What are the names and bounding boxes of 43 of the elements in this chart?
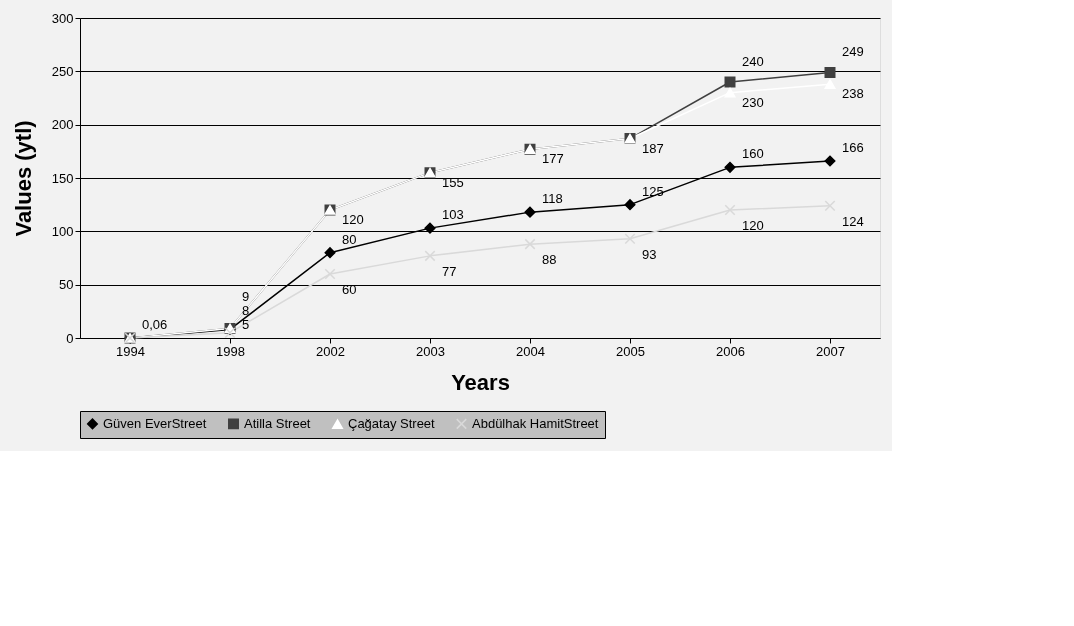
legend-label: Çağatay Street (348, 416, 436, 432)
data-label: 5 (242, 317, 250, 332)
legend-label: Güven EverStreet (103, 415, 207, 431)
x-tick-label: 2006 (716, 343, 745, 359)
data-label: 0,06 (142, 316, 168, 332)
y-tick-label: 0 (66, 330, 74, 346)
data-label: 77 (442, 263, 457, 279)
data-label: 124 (842, 213, 864, 229)
data-label: 88 (542, 252, 557, 268)
y-tick-label: 100 (51, 223, 74, 239)
x-tick-label: 2005 (616, 343, 645, 359)
y-tick-label: 150 (51, 170, 74, 186)
data-label: 9 (242, 289, 250, 304)
x-tick-label: 2002 (316, 343, 345, 359)
data-label: 166 (842, 139, 864, 155)
x-tick-label: 1994 (116, 343, 145, 359)
x-tick-label: 2007 (816, 343, 845, 359)
y-tick-label: 250 (51, 63, 74, 79)
data-label: 93 (642, 246, 657, 262)
data-label: 160 (742, 146, 764, 162)
data-label: 238 (842, 86, 864, 102)
x-axis-title: Years (451, 369, 510, 395)
data-label: 8 (242, 303, 250, 318)
data-label: 187 (642, 140, 664, 156)
x-tick-label: 2003 (416, 343, 445, 359)
data-label: 120 (742, 218, 764, 233)
data-label: 120 (342, 212, 364, 227)
y-axis-title: Values (ytl) (10, 120, 36, 237)
legend-label: Atilla Street (244, 415, 311, 431)
data-label: 80 (342, 231, 357, 247)
data-label: 125 (642, 183, 664, 199)
data-label: 103 (442, 207, 464, 223)
data-label: 230 (742, 94, 764, 110)
x-tick-label: 1998 (216, 343, 245, 359)
y-tick-label: 50 (59, 277, 74, 293)
data-label: 240 (742, 54, 764, 69)
legend-label: Abdülhak HamitStreet (472, 415, 599, 431)
data-label: 118 (542, 191, 563, 207)
data-label: 249 (842, 44, 864, 60)
x-tick-label: 2004 (516, 343, 545, 359)
y-tick-label: 200 (51, 117, 74, 133)
y-tick-label: 300 (51, 10, 74, 26)
data-label: 177 (542, 151, 564, 167)
